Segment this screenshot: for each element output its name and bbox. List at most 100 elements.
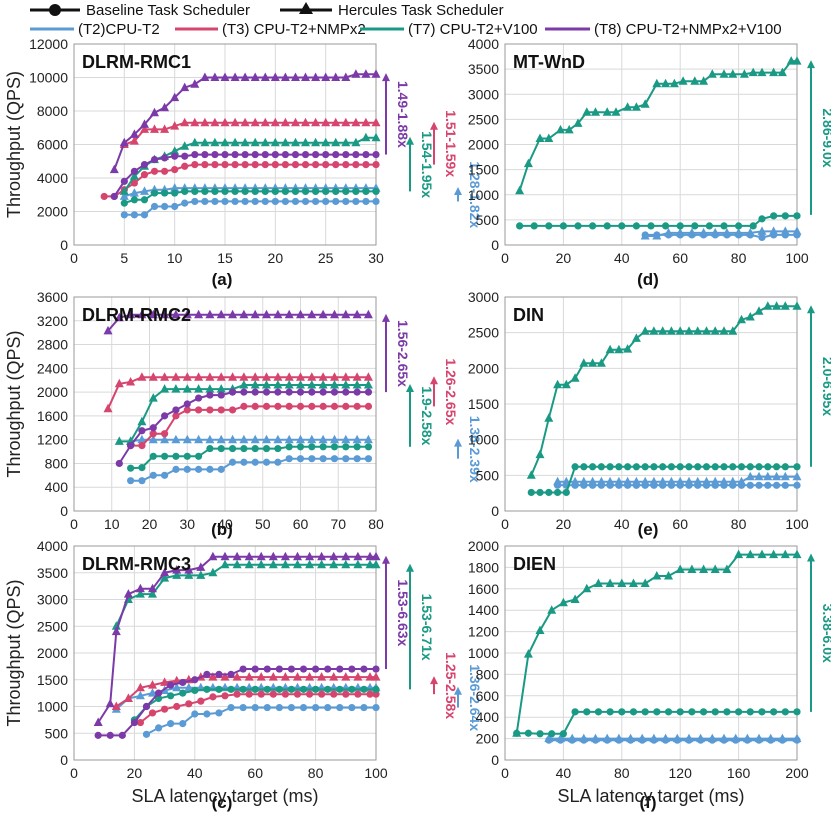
data-point-t7-hercules: [363, 380, 373, 389]
data-point-t7-baseline: [161, 452, 169, 460]
y-tick-label: 4000: [37, 170, 68, 186]
y-tick-label: 2500: [37, 618, 68, 634]
data-point-t2-baseline: [322, 197, 330, 206]
data-point-t3-baseline: [149, 430, 157, 438]
data-point-t7-baseline: [150, 189, 159, 197]
data-point-t8-baseline: [110, 192, 118, 201]
x-tick-label: 40: [556, 765, 572, 781]
data-point-t8-hercules: [232, 551, 242, 561]
data-point-t7-baseline: [597, 463, 605, 471]
x-tick-label: 20: [127, 765, 143, 781]
data-point-t2-baseline: [312, 703, 320, 712]
data-point-t3-hercules: [321, 117, 331, 127]
data-point-t7-hercules: [631, 333, 641, 342]
data-point-t7-baseline: [737, 463, 746, 471]
data-point-t7-baseline: [301, 187, 310, 195]
data-point-t7-baseline: [516, 222, 524, 230]
y-tick-label: 2400: [37, 360, 68, 376]
data-point-t2-baseline: [150, 202, 159, 211]
data-point-t7-hercules: [640, 578, 650, 587]
data-point-t2-hercules: [737, 476, 746, 486]
data-point-t8-baseline: [263, 665, 271, 673]
data-point-t8-baseline: [167, 681, 175, 689]
data-point-t3-baseline: [138, 442, 146, 450]
x-axis-label: SLA latency target (ms): [557, 786, 744, 806]
data-point-t3-baseline: [251, 161, 259, 169]
data-point-t2-baseline: [755, 481, 763, 489]
data-point-t2-baseline: [240, 458, 248, 466]
data-point-t8-hercules: [228, 309, 238, 319]
data-point-t2-baseline: [215, 709, 223, 717]
data-point-t2-hercules: [330, 434, 339, 444]
data-point-t7-baseline: [138, 464, 146, 472]
data-point-t7-hercules: [745, 312, 755, 321]
data-point-t2-hercules: [719, 733, 729, 743]
panel-label: (d): [637, 270, 659, 289]
data-point-t7-hercules: [661, 78, 671, 88]
data-point-t2-baseline: [781, 481, 789, 489]
y-tick-label: 3500: [37, 565, 68, 581]
data-point-t3-baseline: [221, 161, 229, 169]
data-point-t8-hercules: [291, 72, 300, 81]
data-point-t7-hercules: [523, 649, 533, 658]
data-point-t7-hercules: [296, 380, 305, 389]
data-point-t7-hercules: [699, 564, 709, 573]
data-point-t8-baseline: [251, 150, 259, 159]
data-point-t7-hercules: [119, 186, 129, 195]
speedup-label-t7: 3.38-6.0x: [820, 604, 831, 663]
data-point-t7-baseline: [772, 463, 781, 471]
data-point-t3-baseline: [342, 690, 350, 698]
data-point-t2-baseline: [194, 465, 203, 473]
data-point-t8-hercules: [244, 551, 254, 561]
data-point-t2-hercules: [687, 227, 697, 237]
x-tick-label: 100: [785, 250, 809, 266]
data-point-t7-baseline: [659, 463, 667, 471]
data-point-t2-baseline: [211, 197, 219, 206]
data-point-t7-hercules: [675, 326, 685, 335]
data-point-t2-hercules: [780, 226, 790, 235]
data-point-t3-hercules: [239, 372, 249, 381]
data-point-t7-baseline: [548, 730, 556, 738]
data-point-t8-hercules: [341, 551, 351, 561]
data-point-t7-baseline: [735, 708, 743, 716]
data-point-t7-baseline: [239, 685, 247, 693]
data-point-t7-baseline: [589, 463, 597, 471]
data-point-t7-baseline: [770, 212, 778, 220]
data-point-t8-hercules: [280, 72, 290, 81]
data-point-t7-hercules: [570, 373, 580, 382]
data-point-t8-hercules: [208, 551, 218, 561]
data-point-t2-hercules: [570, 476, 580, 486]
data-point-t7-baseline: [275, 685, 283, 693]
data-point-t2-baseline: [191, 197, 199, 206]
y-tick-label: 1500: [37, 672, 68, 688]
data-point-t7-baseline: [553, 488, 562, 497]
data-point-t2-hercules: [140, 186, 149, 195]
data-point-t7-hercules: [769, 67, 779, 77]
data-point-t2-hercules: [666, 476, 676, 486]
x-tick-label: 20: [142, 516, 158, 532]
data-point-t3-baseline: [281, 690, 289, 698]
data-point-t3-baseline: [136, 718, 145, 727]
data-point-t3-hercules: [293, 672, 302, 681]
data-point-t8-baseline: [127, 442, 135, 450]
data-point-t7-hercules: [210, 137, 220, 147]
data-point-t7-baseline: [231, 187, 239, 195]
data-point-t2-hercules: [734, 227, 744, 237]
speedup-label-t7: 1.9-2.58x: [419, 386, 435, 445]
data-point-t7-baseline: [781, 212, 789, 220]
y-axis-label: Throughput (QPS): [4, 579, 24, 726]
speedup-label-t2: 1.28-1.82x: [467, 161, 483, 228]
data-point-t2-baseline: [353, 455, 361, 463]
data-point-t2-baseline: [274, 458, 282, 466]
data-point-t7-hercules: [664, 571, 673, 580]
data-point-t3-hercules: [250, 372, 260, 381]
data-point-t7-hercules: [561, 379, 571, 389]
data-point-t7-hercules: [652, 78, 662, 88]
data-point-t7-hercules: [256, 559, 266, 569]
data-point-t2-baseline: [172, 465, 180, 473]
data-point-t8-baseline: [231, 150, 239, 159]
data-point-t7-hercules: [194, 384, 204, 393]
data-point-t2-baseline: [332, 197, 340, 206]
y-tick-label: 0: [60, 752, 68, 768]
data-point-t7-baseline: [263, 685, 271, 693]
